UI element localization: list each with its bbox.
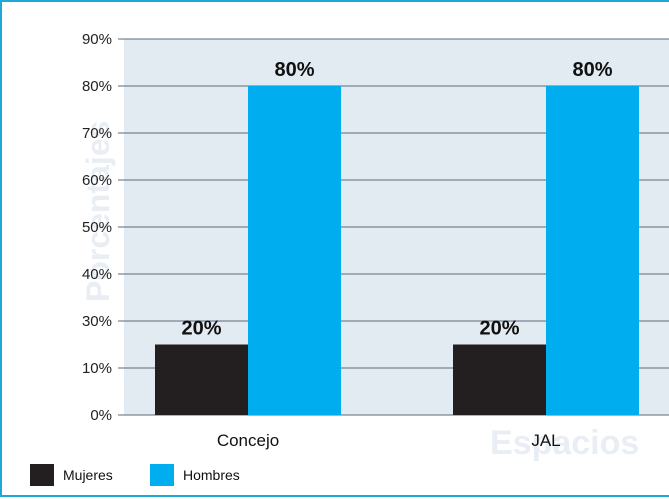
y-tick-label: 60% bbox=[82, 172, 112, 189]
bar-hombres-concejo bbox=[248, 86, 341, 415]
y-tick-label: 10% bbox=[82, 360, 112, 377]
x-category-label: JAL bbox=[531, 431, 560, 450]
y-tick-label: 50% bbox=[82, 219, 112, 236]
legend-label: Hombres bbox=[183, 467, 240, 483]
y-tick-label: 40% bbox=[82, 266, 112, 283]
y-tick-label: 90% bbox=[82, 31, 112, 48]
legend-swatch-mujeres bbox=[30, 464, 54, 486]
data-label: 20% bbox=[181, 318, 221, 340]
legend-swatch-hombres bbox=[150, 464, 174, 486]
bar-hombres-jal bbox=[546, 86, 639, 415]
y-tick-label: 30% bbox=[82, 313, 112, 330]
data-label: 80% bbox=[274, 59, 314, 81]
y-tick-label: 0% bbox=[90, 407, 112, 424]
x-axis-title: Espacios bbox=[490, 424, 639, 462]
data-label: 20% bbox=[479, 318, 519, 340]
bar-mujeres-concejo bbox=[155, 344, 248, 415]
y-axis-title: Porcentajes bbox=[80, 121, 116, 302]
legend-label: Mujeres bbox=[63, 467, 113, 483]
y-tick-label: 70% bbox=[82, 125, 112, 142]
data-label: 80% bbox=[572, 59, 612, 81]
bar-mujeres-jal bbox=[453, 344, 546, 415]
y-tick-label: 80% bbox=[82, 78, 112, 95]
x-category-label: Concejo bbox=[217, 431, 279, 450]
